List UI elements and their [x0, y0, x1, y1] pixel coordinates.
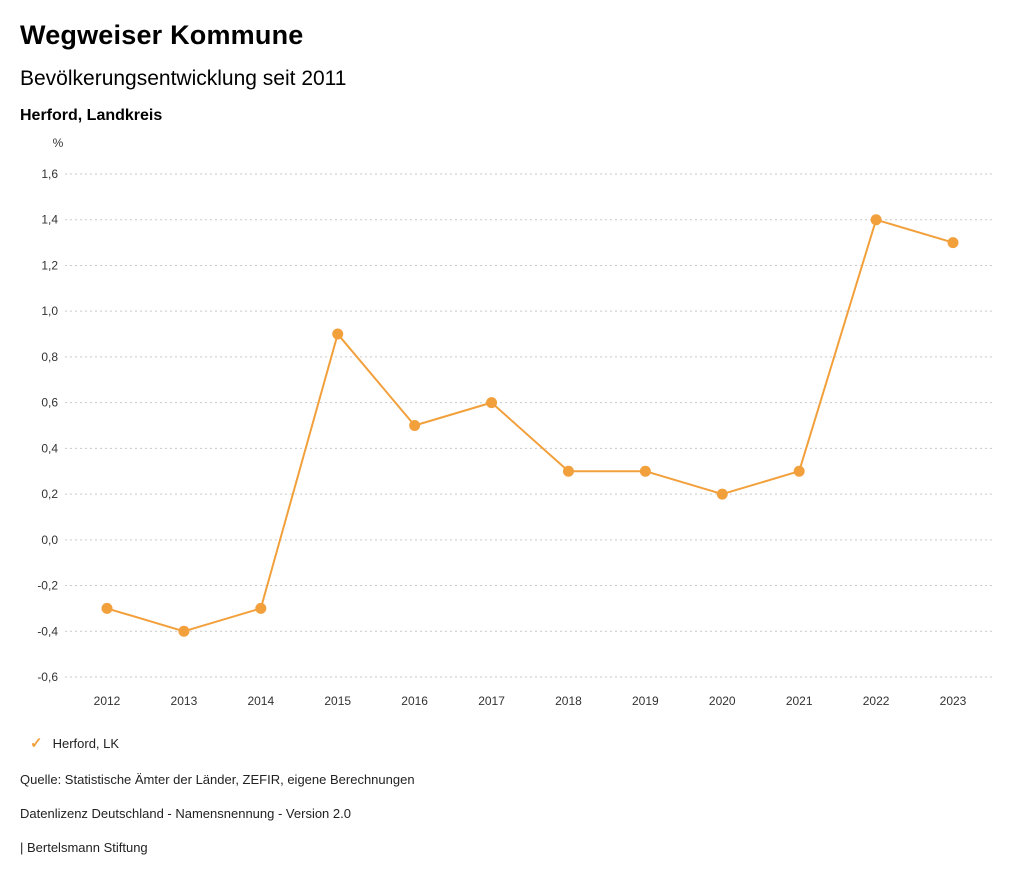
x-tick-label: 2019 [632, 694, 659, 708]
y-tick-label: 0,0 [41, 533, 58, 547]
x-tick-label: 2013 [171, 694, 198, 708]
x-tick-label: 2017 [478, 694, 505, 708]
footer-source: Quelle: Statistische Ämter der Länder, Z… [20, 772, 415, 787]
y-tick-label: 1,0 [41, 304, 58, 318]
y-tick-label: -0,6 [37, 670, 58, 684]
legend-series-label: Herford, LK [52, 735, 120, 751]
chart-subtitle: Bevölkerungsentwicklung seit 2011 [20, 67, 347, 90]
data-point [793, 465, 805, 477]
x-tick-label: 2023 [940, 694, 967, 708]
data-point [639, 465, 651, 477]
data-point [255, 602, 267, 614]
y-tick-label: -0,4 [37, 624, 58, 638]
x-tick-label: 2014 [247, 694, 274, 708]
y-tick-label: 0,8 [41, 350, 58, 364]
x-tick-label: 2016 [401, 694, 428, 708]
y-tick-label: -0,2 [37, 579, 58, 593]
y-axis-unit-label: % [53, 136, 64, 150]
data-point [486, 397, 498, 409]
x-tick-label: 2022 [863, 694, 890, 708]
x-tick-label: 2015 [324, 694, 351, 708]
check-icon: ✓ [30, 734, 43, 752]
y-tick-label: 1,2 [41, 258, 58, 272]
x-tick-label: 2020 [709, 694, 736, 708]
x-tick-label: 2021 [786, 694, 813, 708]
y-tick-label: 1,4 [41, 213, 58, 227]
legend[interactable]: ✓ Herford, LK [30, 733, 1024, 753]
data-point [101, 602, 113, 614]
data-point [947, 237, 959, 249]
data-point [716, 488, 728, 500]
data-point [178, 625, 190, 637]
y-tick-label: 0,4 [41, 441, 58, 455]
footer-license: Datenlizenz Deutschland - Namensnennung … [20, 806, 351, 821]
data-point [870, 214, 882, 226]
chart-area: % 1,6 1,4 1,2 1,0 0,8 0,6 0,4 0,2 0,0 -0,2 -0,4 -0,6… [20, 129, 1024, 729]
page-title: Wegweiser Kommune [20, 20, 304, 50]
footer-attribution: | Bertelsmann Stiftung [20, 840, 148, 855]
y-tick-label: 0,6 [41, 396, 58, 410]
data-point [562, 465, 574, 477]
y-tick-label: 0,2 [41, 487, 58, 501]
y-tick-label: 1,6 [41, 167, 58, 181]
series-line [106, 218, 954, 633]
x-tick-label: 2012 [94, 694, 121, 708]
data-point [409, 420, 421, 431]
region-label: Herford, Landkreis [20, 107, 163, 124]
population-line-chart: % 1,6 1,4 1,2 1,0 0,8 0,6 0,4 0,2 0,0 -0,2 -0,4 -0,6… [37, 136, 995, 708]
data-point [332, 328, 344, 340]
x-tick-label: 2018 [555, 694, 582, 708]
